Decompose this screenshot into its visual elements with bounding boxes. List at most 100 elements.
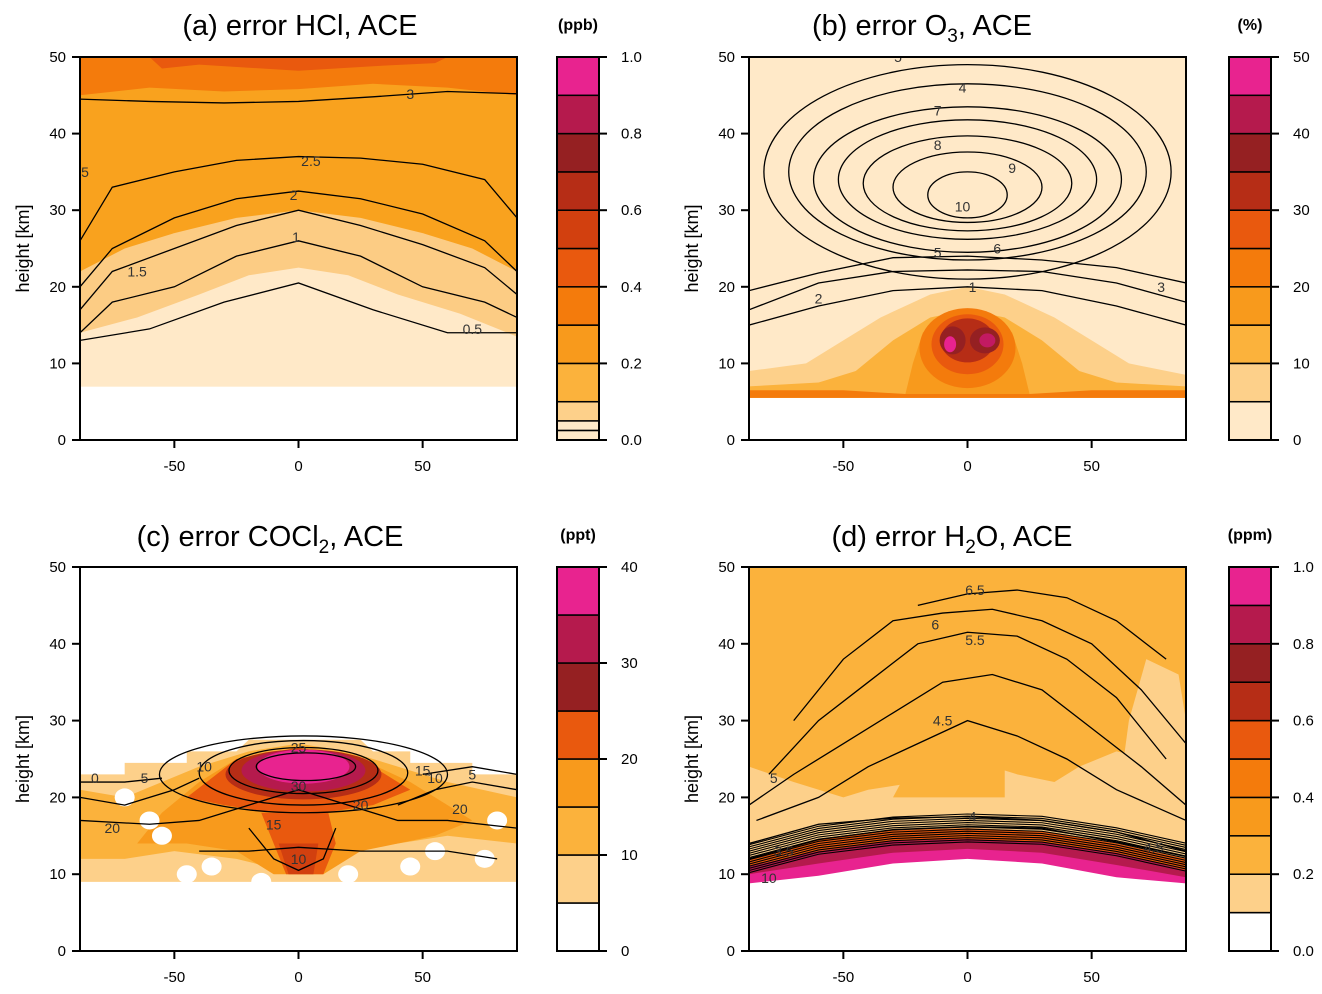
- contour-label: 3: [406, 86, 414, 102]
- contour-line: [749, 817, 1186, 850]
- contour-line: [788, 83, 1147, 261]
- contour-label: 5: [468, 766, 476, 782]
- chart-title-part: 2: [965, 537, 976, 558]
- colorbar-cell: [1228, 247, 1272, 288]
- colorbar-tick-label: 40: [1293, 126, 1310, 143]
- contour-label: 5: [81, 164, 89, 180]
- colorbar-frame: [556, 56, 600, 441]
- colorbar-cell: [556, 710, 600, 760]
- field-gap: [474, 849, 495, 868]
- contour-line: [199, 846, 498, 860]
- x-tick-label: 0: [294, 458, 302, 475]
- contour-line: [749, 824, 1186, 856]
- x-tick-label: 0: [963, 969, 971, 986]
- colorbar-cell: [556, 902, 600, 952]
- contour-label: 2: [815, 290, 823, 306]
- colorbar-tick-label: 0: [1293, 432, 1301, 449]
- colorbar-cell: [1228, 362, 1272, 403]
- colorbar-cell: [1228, 719, 1272, 760]
- contour-line: [749, 269, 1186, 311]
- chart-title-part: (a) error HCl, ACE: [182, 10, 417, 42]
- contour-line: [80, 90, 517, 104]
- y-tick-label: 30: [49, 713, 66, 730]
- colorbar-cell: [1228, 132, 1272, 173]
- colorbar-cell: [556, 758, 600, 808]
- colorbar-tick-label: 1.0: [1293, 559, 1314, 576]
- contour-label: 3: [1157, 279, 1165, 295]
- contour-label: 10: [196, 759, 212, 775]
- contour-line: [749, 255, 1186, 292]
- contour-line: [749, 822, 1186, 854]
- y-axis-label: height [km]: [682, 204, 702, 292]
- x-tick-label: 50: [1083, 458, 1100, 475]
- contour-line: [812, 106, 1123, 253]
- y-tick-label: 50: [49, 49, 66, 66]
- colorbar-tick-label: 50: [1293, 49, 1310, 66]
- chart-title-part: 2: [319, 537, 330, 558]
- chart-title-part: (d) error H: [831, 521, 965, 553]
- contour-label: 10: [955, 198, 971, 214]
- colorbar-cell: [556, 94, 600, 135]
- field-gap: [151, 826, 172, 845]
- field-band: [749, 848, 1186, 884]
- colorbar-cell: [556, 362, 600, 403]
- colorbar-tick-label: 0.2: [621, 355, 642, 372]
- colorbar-tick-label: 0.0: [621, 432, 642, 449]
- colorbar-cell: [556, 662, 600, 712]
- field-band: [893, 735, 1005, 798]
- contour-line: [756, 719, 1186, 822]
- colorbar-cell: [1228, 566, 1272, 607]
- y-tick-label: 10: [49, 866, 66, 883]
- chart-title: (c) error COCl2, ACE: [137, 521, 404, 558]
- contour-line: [422, 766, 517, 776]
- field-gap: [114, 788, 135, 807]
- contour-label: 10: [761, 870, 777, 886]
- y-axis-label: height [km]: [13, 204, 33, 292]
- contour-line: [749, 839, 1186, 872]
- colorbar-cell: [556, 209, 600, 250]
- chart-title-part: 3: [947, 26, 958, 47]
- colorbar-cell: [556, 56, 600, 97]
- contour-label: 15: [266, 816, 282, 832]
- chart-title-part: (c) error COCl: [137, 521, 319, 553]
- contour-label: 4: [969, 809, 977, 825]
- chart-title-part: O, ACE: [976, 521, 1073, 553]
- contour-label: 30: [291, 778, 307, 794]
- y-tick-label: 10: [718, 866, 735, 883]
- colorbar-tick-label: 30: [621, 655, 638, 672]
- y-tick-label: 50: [718, 559, 735, 576]
- contour-label: 0: [91, 770, 99, 786]
- contour-line: [749, 813, 1186, 846]
- chart-title-part: , ACE: [329, 521, 403, 553]
- contour-label: 7: [934, 103, 942, 119]
- colorbar-cell: [556, 420, 600, 432]
- colorbar-cell: [1228, 873, 1272, 914]
- contour-line: [198, 739, 409, 806]
- colorbar-cell: [556, 400, 600, 422]
- contour-line: [255, 752, 357, 782]
- x-tick-label: 50: [1083, 969, 1100, 986]
- contour-label: 6: [931, 617, 939, 633]
- contour-label: 15: [415, 763, 431, 779]
- field-gap: [139, 811, 160, 830]
- field-gap: [201, 857, 222, 876]
- colorbar-tick-label: 30: [1293, 202, 1310, 219]
- colorbar-cell: [1228, 324, 1272, 365]
- chart-title: (a) error HCl, ACE: [182, 10, 417, 42]
- field-gap: [176, 865, 197, 884]
- contour-line: [749, 819, 1186, 852]
- chart-title: (d) error H2O, ACE: [831, 521, 1072, 558]
- contours-b: [749, 64, 1186, 326]
- contour-line: [793, 608, 1186, 745]
- colorbar-cell: [1228, 94, 1272, 135]
- colorbar-tick-label: 20: [621, 751, 638, 768]
- colorbar-tick-label: 0.0: [1293, 943, 1314, 960]
- y-tick-label: 20: [718, 279, 735, 296]
- contour-line: [749, 286, 1186, 326]
- colorbar-unit: (ppt): [560, 527, 596, 544]
- colorbar-tick-label: 0.6: [1293, 713, 1314, 730]
- contour-line: [80, 777, 163, 783]
- colorbar-tick-label: 20: [1293, 279, 1310, 296]
- contour-label: 5: [770, 770, 778, 786]
- y-tick-label: 40: [49, 636, 66, 653]
